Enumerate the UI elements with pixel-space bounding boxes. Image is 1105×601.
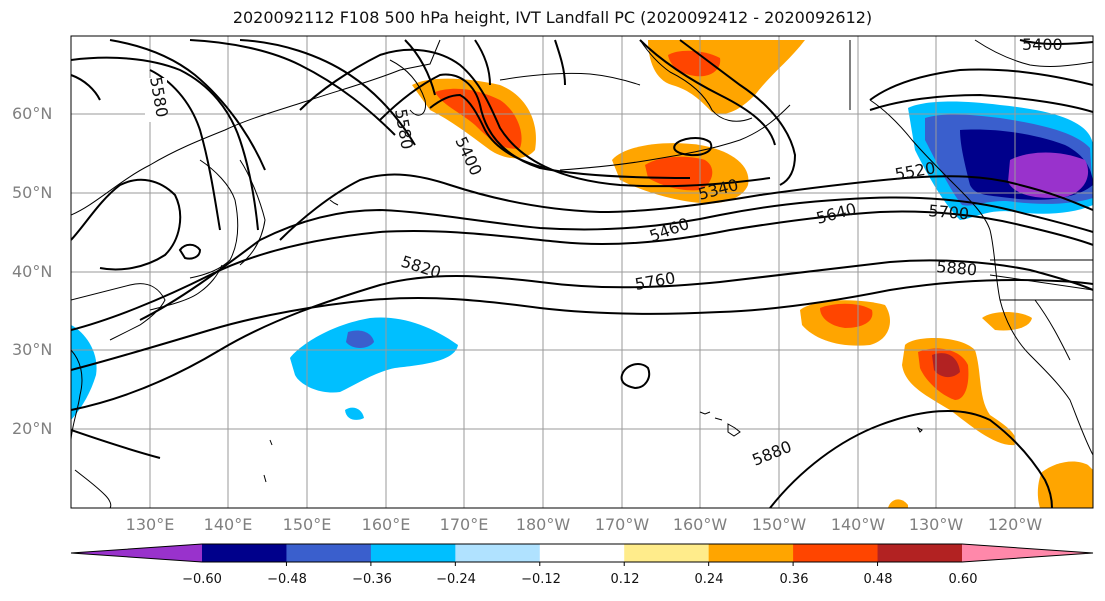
lon-label-120w: 120°W — [987, 515, 1043, 534]
height-contours — [71, 39, 1093, 508]
islands — [263, 199, 923, 483]
colorbar-swatch — [624, 544, 710, 562]
colorbar-swatch — [370, 544, 456, 562]
colorbar — [70, 543, 1094, 566]
lon-label-160e: 160°E — [361, 515, 411, 534]
lon-label-160w: 160°W — [672, 515, 728, 534]
colorbar-swatch — [539, 544, 625, 562]
lon-label-130e: 130°E — [125, 515, 175, 534]
contour-label-5460: 5460 — [647, 214, 692, 246]
lon-label-140w: 140°W — [830, 515, 886, 534]
map-title: 2020092112 F108 500 hPa height, IVT Land… — [232, 8, 873, 27]
lon-label-170w: 170°W — [594, 515, 650, 534]
contour-label-5640: 5640 — [814, 199, 858, 228]
lat-label-50n: 50°N — [12, 183, 53, 202]
colorbar-tick-label: −0.48 — [267, 572, 307, 587]
lon-label-130w: 130°W — [908, 515, 964, 534]
colorbar-swatch — [877, 544, 963, 562]
colorbar-tick-label: 0.12 — [610, 572, 640, 587]
shading-layer — [71, 40, 1093, 508]
map-frame — [70, 35, 1094, 509]
anomaly-lightblue-pacific-small — [345, 407, 364, 420]
colorbar-swatch — [455, 544, 541, 562]
colorbar-swatch — [793, 544, 879, 562]
lon-label-180w: 180°W — [515, 515, 571, 534]
anomaly-blue-pacific — [346, 330, 374, 348]
colorbar-tick-label: −0.60 — [182, 572, 222, 587]
colorbar-tick-label: 0.60 — [948, 572, 978, 587]
graticule — [71, 36, 1093, 508]
colorbar-tick-label: 0.24 — [694, 572, 724, 587]
contour-label-5520: 5520 — [893, 158, 936, 184]
contour-labels: 5580 5580 5400 5400 5340 5460 5520 5640 … — [145, 35, 1063, 470]
colorbar-tick-label: 0.48 — [863, 572, 893, 587]
anomaly-orange-corner — [888, 499, 908, 508]
lon-label-140e: 140°E — [203, 515, 253, 534]
colorbar-tick-label: −0.24 — [436, 572, 476, 587]
anomaly-orange-alaska — [648, 40, 805, 115]
colorbar-swatch — [286, 544, 372, 562]
anomaly-purple-nwamerica — [1008, 152, 1089, 198]
colorbar-outline — [70, 543, 1094, 563]
lat-label-30n: 30°N — [12, 340, 53, 359]
lon-label-150e: 150°E — [282, 515, 332, 534]
anomaly-red-alaska — [668, 50, 721, 77]
lat-label-20n: 20°N — [12, 419, 53, 438]
contour-label-5700: 5700 — [928, 201, 970, 223]
anomaly-red-epac1 — [820, 303, 873, 328]
colorbar-tick-label: 0.36 — [779, 572, 809, 587]
colorbar-extend-max — [962, 544, 1093, 562]
colorbar-swatch — [708, 544, 794, 562]
anomaly-darkred-epac2 — [932, 353, 960, 378]
lat-label-40n: 40°N — [12, 262, 53, 281]
colorbar-tick-label: −0.12 — [521, 572, 561, 587]
anomaly-lightblue-pacific — [290, 317, 458, 393]
anomaly-lightblue-west — [71, 325, 97, 420]
contour-label-5400-canada: 5400 — [1022, 35, 1063, 54]
lat-label-60n: 60°N — [12, 104, 53, 123]
anomaly-red-bering — [645, 156, 713, 191]
contour-label-5880-east: 5880 — [936, 257, 978, 279]
lon-label-150w: 150°W — [751, 515, 807, 534]
colorbar-extend-min — [71, 544, 202, 562]
colorbar-tick-label: −0.36 — [352, 572, 392, 587]
colorbar-swatch — [202, 544, 287, 562]
contour-label-5880-south: 5880 — [749, 437, 794, 470]
lon-label-170e: 170°E — [439, 515, 489, 534]
